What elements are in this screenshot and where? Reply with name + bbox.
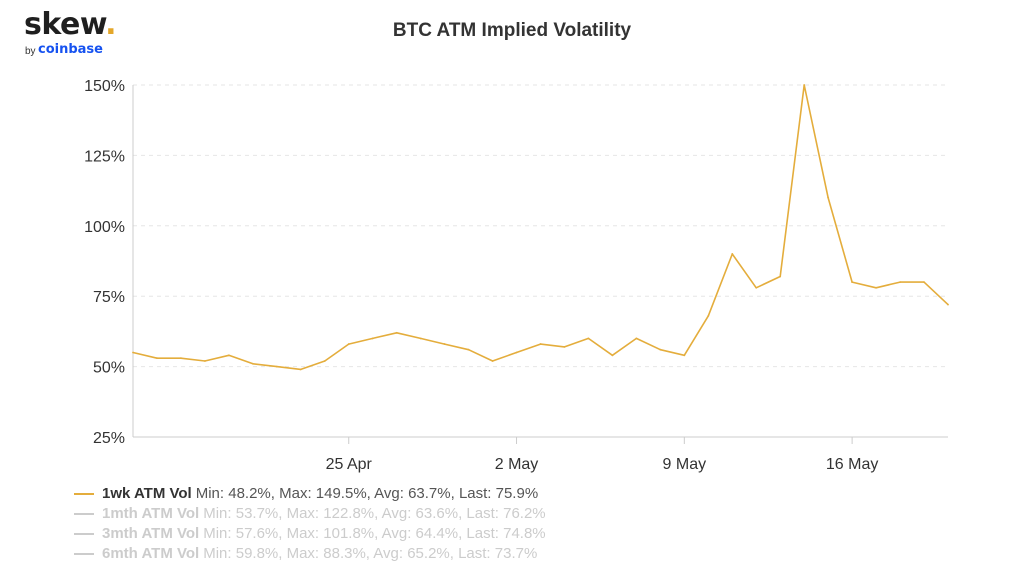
y-tick-label: 150% — [84, 78, 125, 95]
series-point — [132, 351, 134, 354]
series-point — [323, 360, 326, 362]
series-point — [779, 275, 782, 278]
series-point — [611, 354, 614, 357]
legend-series-stats: Min: 59.8%, Max: 88.3%, Avg: 65.2%, Last… — [203, 545, 538, 562]
x-tick-label: 9 May — [663, 456, 707, 473]
series-point — [204, 360, 206, 362]
series-point — [491, 360, 494, 362]
series-point — [156, 357, 158, 360]
series-point — [347, 343, 350, 345]
legend-swatch — [74, 493, 94, 496]
series-point — [227, 354, 230, 357]
legend-series-name: 1mth ATM Vol — [102, 505, 200, 522]
legend-series-name: 6mth ATM Vol — [102, 545, 200, 562]
series-point — [827, 196, 830, 199]
chart-svg: 25% 50% 75% 100% 125% 150% 25 Apr 2 May 9 May 16… — [84, 78, 949, 473]
legend-item[interactable]: 3mth ATM Vol Min: 57.6%, Max: 101.8%, Avg… — [74, 524, 546, 544]
legend-item[interactable]: 1mth ATM Vol Min: 53.7%, Max: 122.8%, Avg… — [74, 504, 546, 524]
series-point — [563, 345, 566, 348]
series-point — [539, 343, 542, 345]
y-tick-label: 100% — [84, 219, 125, 236]
series-point — [923, 281, 925, 284]
y-tick-label: 50% — [93, 360, 125, 377]
legend-series-stats: Min: 57.6%, Max: 101.8%, Avg: 64.4%, Las… — [203, 525, 546, 542]
legend: 1wk ATM Vol Min: 48.2%, Max: 149.5%, Avg:… — [74, 484, 546, 564]
series-point — [180, 357, 182, 360]
series-point — [587, 337, 590, 340]
logo-word: skew — [24, 7, 106, 42]
y-tick-label: 75% — [93, 289, 125, 306]
chart-title: BTC ATM Implied Volatility — [392, 20, 632, 41]
x-tick-label: 16 May — [826, 456, 878, 473]
series-point — [683, 354, 686, 357]
series-point — [467, 348, 470, 351]
series-layer — [132, 84, 949, 371]
legend-series-stats: Min: 48.2%, Max: 149.5%, Avg: 63.7%, Las… — [195, 485, 539, 502]
series-point — [803, 84, 806, 86]
grid-lines — [133, 84, 948, 368]
series-point — [299, 368, 302, 371]
series-point — [707, 315, 710, 317]
series-point — [515, 351, 518, 354]
series-point — [851, 281, 854, 284]
series-point — [275, 365, 278, 368]
legend-series-name: 1wk ATM Vol — [102, 485, 192, 502]
legend-swatch — [74, 533, 94, 536]
series-point — [731, 253, 734, 255]
series-point — [755, 286, 758, 289]
series-point — [443, 343, 446, 345]
logo-dot: . — [105, 7, 117, 42]
y-tick-label: 25% — [93, 430, 125, 447]
logo-by: by — [25, 46, 36, 57]
series-point — [635, 337, 638, 340]
x-axis: 25 Apr 2 May 9 May 16 May — [133, 436, 948, 473]
y-tick-label: 125% — [84, 148, 125, 165]
series-point — [251, 362, 254, 365]
series-line-1wk — [132, 84, 949, 371]
y-axis: 25% 50% 75% 100% 125% 150% — [84, 78, 134, 447]
series-point — [875, 286, 877, 289]
x-tick-label: 2 May — [495, 456, 539, 473]
series-point — [395, 331, 398, 334]
series-point — [419, 337, 422, 340]
legend-item[interactable]: 1wk ATM Vol Min: 48.2%, Max: 149.5%, Avg:… — [74, 484, 546, 504]
series-point — [659, 348, 662, 351]
legend-series-name: 3mth ATM Vol — [102, 525, 200, 542]
legend-series-stats: Min: 53.7%, Max: 122.8%, Avg: 63.6%, Las… — [203, 505, 546, 522]
legend-swatch — [74, 553, 94, 556]
series-point — [899, 281, 901, 284]
logo-brand: coinbase — [38, 42, 103, 57]
legend-swatch — [74, 513, 94, 516]
legend-item[interactable]: 6mth ATM Vol Min: 59.8%, Max: 88.3%, Avg:… — [74, 544, 546, 564]
series-point — [947, 303, 949, 306]
x-tick-label: 25 Apr — [326, 456, 373, 473]
series-point — [371, 337, 374, 340]
skew-logo: skew. by coinbase — [24, 7, 117, 58]
